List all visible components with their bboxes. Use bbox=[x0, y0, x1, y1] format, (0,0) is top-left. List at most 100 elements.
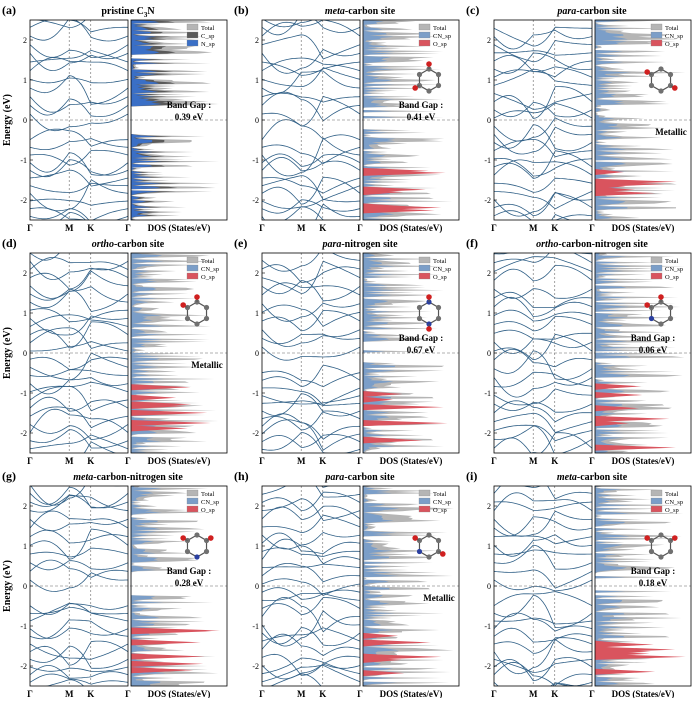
legend-label: Total bbox=[665, 258, 678, 265]
band-line bbox=[262, 538, 360, 565]
band-line bbox=[494, 192, 592, 217]
band-line bbox=[494, 377, 592, 398]
carbon-atom bbox=[416, 304, 423, 311]
band-line bbox=[494, 549, 592, 555]
band-gap-label: Band Gap : bbox=[631, 333, 676, 343]
band-line bbox=[30, 77, 128, 84]
legend-label: O_sp bbox=[665, 507, 679, 514]
legend-swatch bbox=[418, 489, 431, 497]
kpath-label: Γ bbox=[357, 223, 363, 233]
legend-swatch bbox=[418, 256, 431, 264]
band-line bbox=[262, 203, 360, 220]
band-line bbox=[262, 505, 360, 520]
band-line bbox=[30, 572, 128, 592]
band-line bbox=[262, 563, 360, 569]
band-line bbox=[494, 432, 592, 453]
band-line bbox=[262, 95, 360, 127]
panel-title: ortho-carbon site bbox=[92, 239, 165, 250]
y-tick-label: 2 bbox=[487, 36, 491, 45]
panel-title-emph: para bbox=[556, 6, 576, 17]
legend-label: Total bbox=[433, 25, 446, 32]
band-gap-label: Band Gap : bbox=[167, 100, 212, 110]
y-tick-label: 2 bbox=[23, 269, 27, 278]
band-gap-label: Band Gap : bbox=[167, 566, 212, 576]
y-tick-label: 2 bbox=[255, 269, 259, 278]
band-line bbox=[30, 627, 128, 639]
y-tick-label: 0 bbox=[487, 349, 491, 358]
band-line bbox=[262, 532, 360, 555]
kpath-label: K bbox=[87, 456, 94, 466]
band-line bbox=[494, 264, 592, 282]
kpath-label: Γ bbox=[27, 456, 33, 466]
dos-o-sp-peak bbox=[363, 656, 402, 663]
carbon-atom bbox=[667, 304, 674, 311]
band-line bbox=[30, 408, 128, 433]
molecule-inset bbox=[412, 532, 446, 560]
band-line bbox=[494, 315, 592, 332]
dos-total bbox=[131, 20, 220, 220]
panel-letter: (b) bbox=[234, 3, 249, 17]
panel-title: pristine C3N bbox=[101, 6, 155, 19]
legend-label: O_sp bbox=[665, 274, 679, 281]
band-line bbox=[30, 253, 128, 261]
band-line bbox=[262, 596, 360, 616]
band-line bbox=[262, 491, 360, 512]
carbon-atom bbox=[435, 304, 442, 311]
band-line bbox=[262, 400, 360, 407]
metallic-label: Metallic bbox=[191, 360, 222, 370]
y-tick-label: 1 bbox=[487, 542, 491, 551]
band-line bbox=[30, 308, 128, 323]
band-lines bbox=[30, 486, 128, 686]
dos-o-sp-peak bbox=[595, 641, 654, 648]
legend-label: O_sp bbox=[665, 41, 679, 48]
dos-o-sp-peak bbox=[595, 178, 677, 185]
band-line bbox=[262, 175, 360, 201]
kpath-label: Γ bbox=[589, 689, 595, 698]
band-gap-value: 0.28 eV bbox=[175, 578, 204, 588]
carbon-atom bbox=[658, 88, 664, 94]
band-line bbox=[262, 610, 360, 647]
band-lines bbox=[30, 253, 128, 453]
band-line bbox=[494, 68, 592, 86]
band-gap-value: 0.39 eV bbox=[175, 112, 204, 122]
band-line bbox=[262, 346, 360, 361]
carbon-atom bbox=[435, 82, 442, 89]
band-line bbox=[30, 603, 128, 615]
carbon-atom bbox=[435, 315, 442, 322]
dos-cn-sp bbox=[131, 486, 166, 686]
dos-frame bbox=[362, 485, 460, 687]
band-line bbox=[30, 673, 128, 685]
y-tick-label: 1 bbox=[255, 309, 259, 318]
band-line bbox=[262, 395, 360, 405]
kpath-label: M bbox=[297, 223, 306, 233]
band-line bbox=[30, 560, 128, 571]
carbon-atom bbox=[416, 315, 423, 322]
band-line bbox=[30, 113, 128, 132]
band-line bbox=[262, 49, 360, 74]
dos-x-label: DOS (States/eV) bbox=[612, 223, 675, 233]
legend-label: O_sp bbox=[201, 507, 215, 514]
molecule-inset bbox=[416, 294, 442, 332]
dos-cn-sp bbox=[595, 486, 631, 686]
panel-title: ortho-carbon-nitrogen site bbox=[536, 239, 648, 250]
band-line bbox=[30, 321, 128, 349]
band-gap-label: Band Gap : bbox=[399, 333, 444, 343]
metallic-label: Metallic bbox=[655, 127, 686, 137]
panel-letter: (h) bbox=[234, 469, 249, 483]
dos-plot bbox=[595, 20, 686, 220]
dos-cn-sp bbox=[595, 20, 632, 220]
dos-x-label: DOS (States/eV) bbox=[380, 689, 443, 698]
panel-title-emph: meta bbox=[557, 472, 577, 483]
dos-o-sp-peak bbox=[131, 653, 205, 660]
y-tick-label: -2 bbox=[20, 429, 27, 438]
legend-swatch bbox=[418, 39, 431, 47]
band-line bbox=[494, 288, 592, 299]
band-line bbox=[30, 429, 128, 449]
molecule-ring bbox=[650, 534, 672, 558]
y-tick-label: -2 bbox=[252, 662, 259, 671]
dos-total bbox=[363, 486, 454, 686]
dos-o-sp-peak bbox=[131, 628, 212, 635]
y-axis-label: Energy (eV) bbox=[2, 560, 13, 612]
band-line bbox=[262, 92, 360, 103]
band-line bbox=[283, 206, 325, 220]
